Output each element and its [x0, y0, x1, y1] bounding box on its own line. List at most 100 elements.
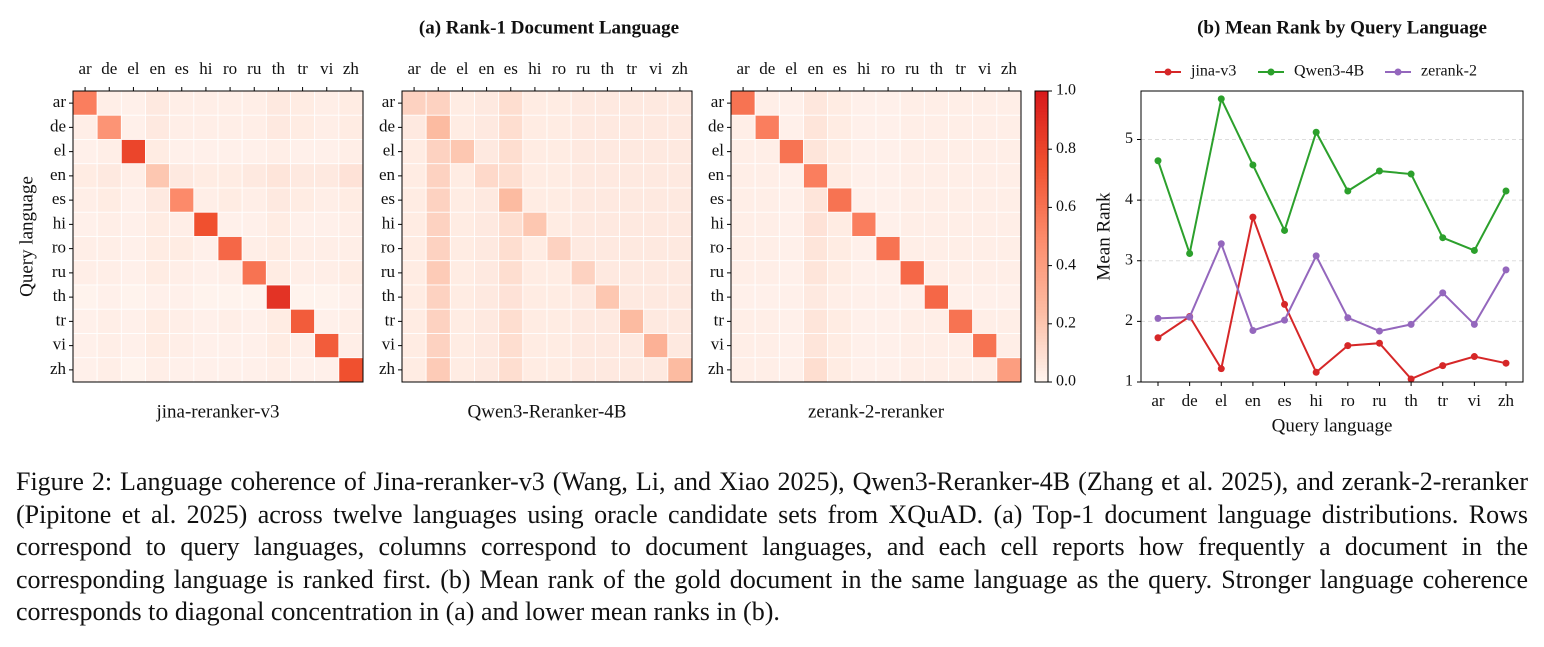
y-tick-label: el	[712, 141, 725, 160]
colorbar-segment	[1035, 163, 1048, 168]
colorbar-segment	[1035, 274, 1048, 278]
heatmap-cell	[522, 284, 548, 310]
colorbar-segment	[1035, 332, 1048, 336]
colorbar-segment	[1035, 93, 1048, 98]
heatmap-cell	[314, 90, 340, 116]
panel-title: (a) Rank-1 Document Language	[419, 17, 679, 38]
heatmap-cell	[827, 308, 853, 334]
heatmap-cell	[996, 308, 1022, 334]
heatmap-cell	[145, 333, 171, 359]
heatmap-cell	[474, 236, 500, 262]
heatmap-cell	[594, 163, 620, 189]
heatmap-cell	[314, 211, 340, 237]
x-tick-label: el	[785, 59, 798, 78]
heatmap-cell	[120, 211, 146, 237]
heatmap-cell	[754, 308, 780, 334]
heatmap-cell	[338, 284, 364, 310]
heatmap-cell	[594, 333, 620, 359]
heatmap-cell	[594, 284, 620, 310]
heatmap-cell	[875, 187, 901, 213]
colorbar-segment	[1035, 160, 1048, 165]
heatmap-cell	[570, 260, 596, 286]
heatmap-cell	[193, 357, 219, 383]
heatmap-cell	[145, 114, 171, 140]
heatmap-cell	[778, 236, 804, 262]
heatmap-cell	[449, 139, 475, 165]
heatmap-cell	[667, 139, 693, 165]
heatmap-cell	[730, 114, 756, 140]
colorbar-segment	[1035, 265, 1048, 270]
heatmap-cell	[522, 357, 548, 383]
data-point	[1249, 326, 1257, 334]
heatmap-cell	[338, 211, 364, 237]
y-tick-label: 3	[1125, 251, 1133, 268]
y-axis-label: Mean Rank	[1093, 192, 1114, 281]
y-tick-label: vi	[382, 335, 396, 354]
heatmap-cell	[449, 260, 475, 286]
colorbar-segment	[1035, 195, 1048, 200]
colorbar-segment	[1035, 134, 1048, 139]
data-point	[1217, 95, 1225, 103]
heatmap-cell	[241, 139, 267, 165]
colorbar-segment	[1035, 277, 1048, 281]
heatmap-cell	[217, 139, 243, 165]
heatmap-cell	[643, 187, 669, 213]
heatmap-cell	[594, 260, 620, 286]
heatmap-cell	[851, 163, 877, 189]
heatmap-cell	[522, 139, 548, 165]
heatmap-cell	[803, 114, 829, 140]
x-tick-label: de	[759, 59, 775, 78]
legend-label: Qwen3-4B	[1294, 63, 1364, 80]
x-tick-label: es	[1277, 391, 1291, 410]
x-tick-label: zh	[343, 59, 360, 78]
heatmap-cell	[120, 90, 146, 116]
heatmap-cell	[522, 90, 548, 116]
heatmap-cell	[217, 333, 243, 359]
heatmap-cell	[265, 114, 291, 140]
heatmap-cell	[474, 90, 500, 116]
data-point	[1154, 157, 1162, 165]
heatmap-cell	[449, 236, 475, 262]
y-tick-label: de	[50, 116, 66, 135]
y-tick-label: zh	[50, 359, 67, 378]
heatmap-cell	[875, 90, 901, 116]
heatmap-cell	[338, 260, 364, 286]
heatmap-cell	[314, 163, 340, 189]
heatmap-cell	[425, 260, 451, 286]
heatmap-cell	[290, 333, 316, 359]
colorbar-segment	[1035, 297, 1048, 302]
heatmap-cell	[570, 163, 596, 189]
colorbar-segment	[1035, 146, 1048, 150]
data-point	[1312, 252, 1320, 260]
heatmap-cell	[972, 357, 998, 383]
colorbar-frame	[1034, 90, 1049, 383]
heatmap-cell	[923, 163, 949, 189]
colorbar-segment	[1035, 361, 1048, 366]
colorbar-segment	[1035, 364, 1048, 368]
heatmap-cell	[290, 308, 316, 334]
heatmap-cell	[827, 114, 853, 140]
heatmap-cell	[643, 260, 669, 286]
subplot-title: jina-reranker-v3	[155, 401, 279, 422]
data-point	[1502, 266, 1510, 274]
heatmap-cell	[923, 284, 949, 310]
heatmap-cell	[449, 114, 475, 140]
heatmap-cell	[851, 187, 877, 213]
heatmap-cell	[217, 187, 243, 213]
heatmap-cell	[498, 284, 524, 310]
x-tick-label: ru	[576, 59, 591, 78]
heatmap-cell	[899, 187, 925, 213]
heatmap-cell	[754, 284, 780, 310]
heatmap-cell	[72, 187, 98, 213]
heatmap-cell	[570, 187, 596, 213]
heatmap-cell	[72, 114, 98, 140]
heatmap-cell	[338, 114, 364, 140]
heatmap-cell	[193, 187, 219, 213]
heatmap-cell	[546, 357, 572, 383]
heatmap-cell	[522, 114, 548, 140]
heatmap-cell	[619, 236, 645, 262]
x-tick-label: el	[456, 59, 469, 78]
heatmap-cell	[972, 236, 998, 262]
heatmap-cell	[948, 260, 974, 286]
colorbar-segment	[1035, 216, 1048, 220]
